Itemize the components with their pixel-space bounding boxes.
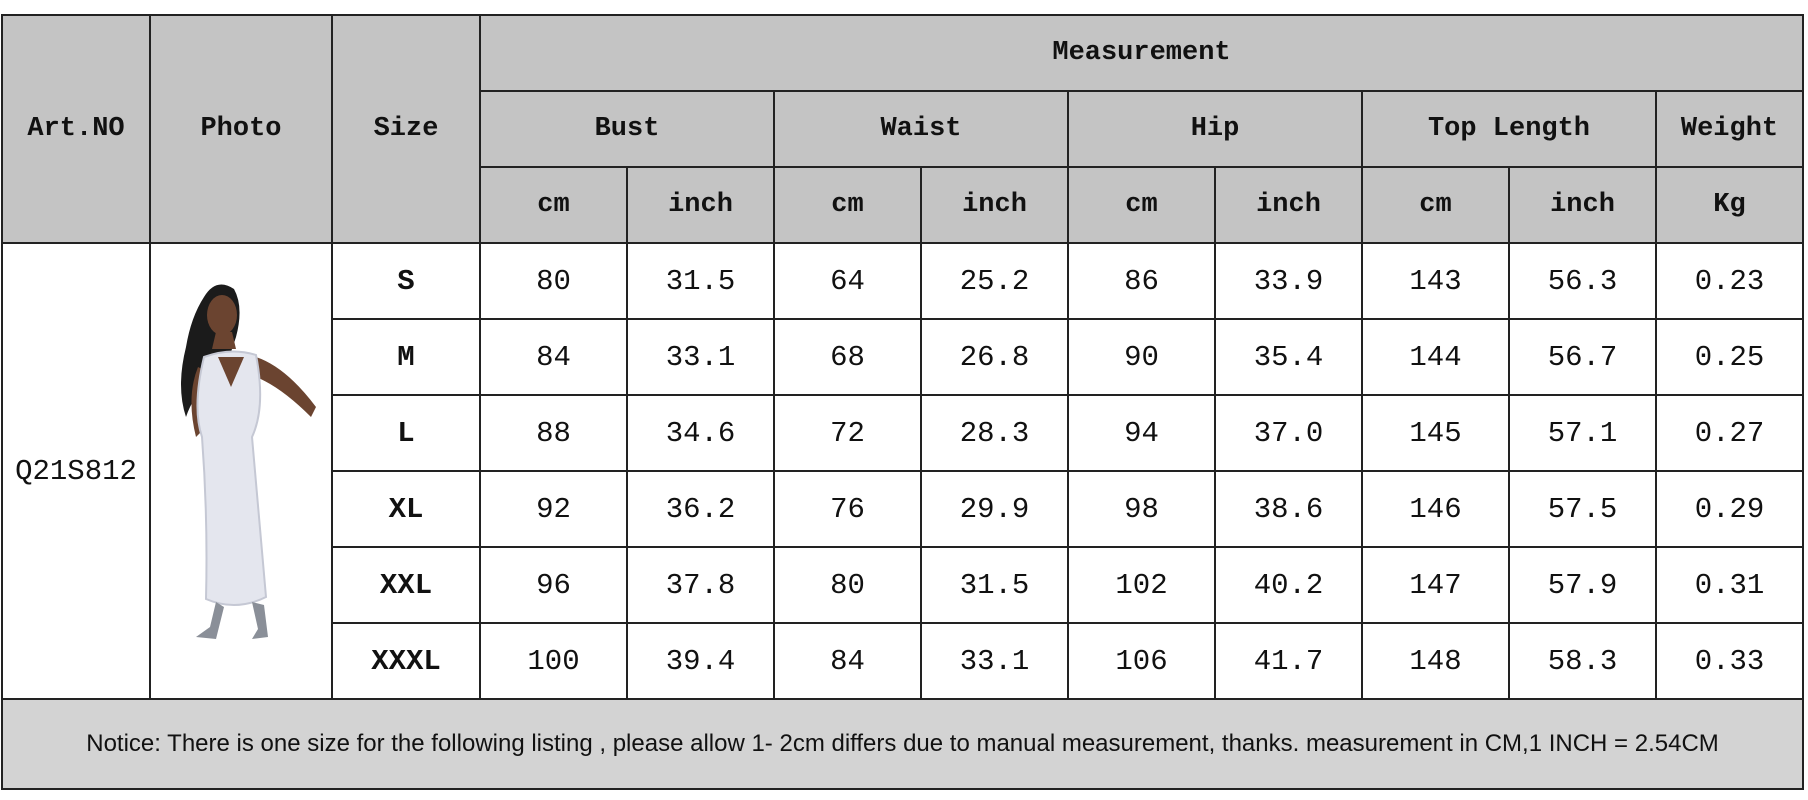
unit-header: inch xyxy=(920,166,1069,244)
data-row: Q21S812 S 80 31.5 64 25.2 86 33.9 143 56.3 0.23 xyxy=(1,242,1804,700)
value-cell: 58.3 xyxy=(1508,622,1657,700)
size-cell: S xyxy=(331,242,481,320)
value-cell: 34.6 xyxy=(626,394,775,472)
value-cell: 98 xyxy=(1067,470,1216,548)
unit-header: cm xyxy=(773,166,922,244)
group-header: Top Length xyxy=(1361,90,1657,168)
group-header: Waist xyxy=(773,90,1069,168)
value-cell: 31.5 xyxy=(920,546,1069,624)
value-cell: 86 xyxy=(1067,242,1216,320)
size-cell: XL xyxy=(331,470,481,548)
size-chart: Art.NO Photo Size Measurement Bust Waist Hip To… xyxy=(1,14,1804,790)
value-cell: 64 xyxy=(773,242,922,320)
value-cell: 145 xyxy=(1361,394,1510,472)
unit-header: inch xyxy=(626,166,775,244)
unit-header: cm xyxy=(1361,166,1510,244)
value-cell: 36.2 xyxy=(626,470,775,548)
value-cell: 146 xyxy=(1361,470,1510,548)
value-cell: 31.5 xyxy=(626,242,775,320)
value-cell: 25.2 xyxy=(920,242,1069,320)
unit-header: cm xyxy=(1067,166,1216,244)
size-cell: M xyxy=(331,318,481,396)
value-cell: 38.6 xyxy=(1214,470,1363,548)
header-row: cm inch cm inch cm inch cm inch Kg xyxy=(2,166,1804,244)
value-cell: 0.27 xyxy=(1655,394,1804,472)
value-cell: 57.5 xyxy=(1508,470,1657,548)
size-cell: XXL xyxy=(331,546,481,624)
value-cell: 143 xyxy=(1361,242,1510,320)
unit-header: Kg xyxy=(1655,166,1804,244)
value-cell: 90 xyxy=(1067,318,1216,396)
value-cell: 28.3 xyxy=(920,394,1069,472)
header-cell: Size xyxy=(331,14,481,244)
group-header: Hip xyxy=(1067,90,1363,168)
value-cell: 33.1 xyxy=(920,622,1069,700)
value-cell: 33.9 xyxy=(1214,242,1363,320)
value-cell: 72 xyxy=(773,394,922,472)
value-cell: 56.3 xyxy=(1508,242,1657,320)
value-cell: 29.9 xyxy=(920,470,1069,548)
value-cell: 0.25 xyxy=(1655,318,1804,396)
value-cell: 148 xyxy=(1361,622,1510,700)
value-cell: 102 xyxy=(1067,546,1216,624)
value-cell: 68 xyxy=(773,318,922,396)
value-cell: 0.33 xyxy=(1655,622,1804,700)
value-cell: 57.1 xyxy=(1508,394,1657,472)
size-cell: L xyxy=(331,394,481,472)
value-cell: 84 xyxy=(479,318,628,396)
product-photo xyxy=(181,284,316,639)
size-table: Art.NO Photo Size Measurement Bust Waist Hip To… xyxy=(1,14,1804,790)
value-cell: 33.1 xyxy=(626,318,775,396)
data-row: XXXL 100 39.4 84 33.1 106 41.7 148 58.3 0.33 xyxy=(2,622,1804,700)
value-cell: 57.9 xyxy=(1508,546,1657,624)
data-row: XL 92 36.2 76 29.9 98 38.6 146 57.5 0.29 xyxy=(2,470,1804,548)
art-no: Q21S812 xyxy=(1,242,151,700)
value-cell: 0.23 xyxy=(1655,242,1804,320)
value-cell: 147 xyxy=(1361,546,1510,624)
value-cell: 0.31 xyxy=(1655,546,1804,624)
header-cell: Measurement xyxy=(479,14,1804,92)
value-cell: 26.8 xyxy=(920,318,1069,396)
value-cell: 0.29 xyxy=(1655,470,1804,548)
notice-row: Notice: There is one size for the follow… xyxy=(1,698,1804,790)
data-row: XXL 96 37.8 80 31.5 102 40.2 147 57.9 0.31 xyxy=(2,546,1804,624)
value-cell: 92 xyxy=(479,470,628,548)
header-cell: Photo xyxy=(149,14,333,244)
value-cell: 37.8 xyxy=(626,546,775,624)
unit-header: inch xyxy=(1508,166,1657,244)
value-cell: 80 xyxy=(773,546,922,624)
group-header: Bust xyxy=(479,90,775,168)
value-cell: 96 xyxy=(479,546,628,624)
header-row: Art.NO Photo Size Measurement xyxy=(1,14,1804,244)
unit-header: cm xyxy=(479,166,628,244)
value-cell: 39.4 xyxy=(626,622,775,700)
data-row: M 84 33.1 68 26.8 90 35.4 144 56.7 0.25 xyxy=(2,318,1804,396)
value-cell: 37.0 xyxy=(1214,394,1363,472)
value-cell: 40.2 xyxy=(1214,546,1363,624)
unit-header: inch xyxy=(1214,166,1363,244)
data-row: L 88 34.6 72 28.3 94 37.0 145 57.1 0.27 xyxy=(2,394,1804,472)
value-cell: 35.4 xyxy=(1214,318,1363,396)
value-cell: 56.7 xyxy=(1508,318,1657,396)
header-cell: Art.NO xyxy=(1,14,151,244)
group-header: Weight xyxy=(1655,90,1804,168)
value-cell: 106 xyxy=(1067,622,1216,700)
value-cell: 94 xyxy=(1067,394,1216,472)
notice: Notice: There is one size for the follow… xyxy=(1,698,1804,790)
value-cell: 76 xyxy=(773,470,922,548)
value-cell: 41.7 xyxy=(1214,622,1363,700)
header-row: Bust Waist Hip Top Length Weight xyxy=(2,90,1804,168)
value-cell: 80 xyxy=(479,242,628,320)
value-cell: 144 xyxy=(1361,318,1510,396)
value-cell: 100 xyxy=(479,622,628,700)
size-cell: XXXL xyxy=(331,622,481,700)
value-cell: 84 xyxy=(773,622,922,700)
value-cell: 88 xyxy=(479,394,628,472)
photo xyxy=(149,242,333,700)
